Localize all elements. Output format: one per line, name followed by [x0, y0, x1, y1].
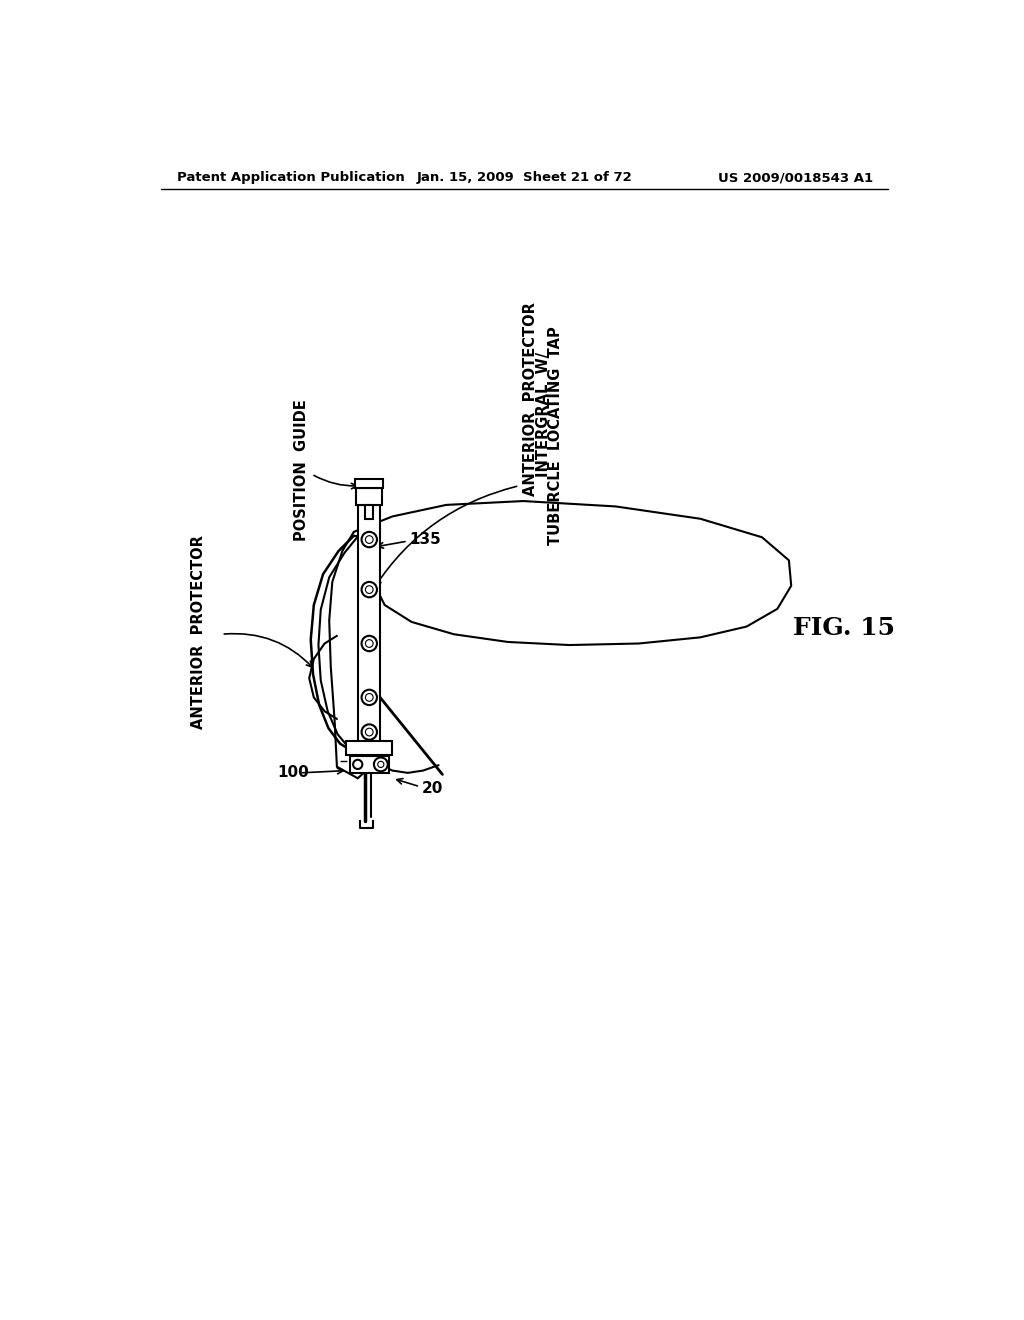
Text: TUBERCLE  LOCATING  TAP: TUBERCLE LOCATING TAP: [548, 326, 563, 545]
Circle shape: [361, 636, 377, 651]
Bar: [356, 488, 382, 506]
Text: ANTERIOR  PROTECTOR: ANTERIOR PROTECTOR: [190, 535, 206, 729]
Circle shape: [361, 532, 377, 548]
Circle shape: [366, 693, 373, 701]
Bar: [346, 742, 392, 755]
Circle shape: [366, 536, 373, 544]
Text: 135: 135: [410, 532, 441, 546]
Text: US 2009/0018543 A1: US 2009/0018543 A1: [718, 172, 872, 185]
Circle shape: [353, 760, 362, 770]
Text: Patent Application Publication: Patent Application Publication: [177, 172, 404, 185]
Circle shape: [361, 582, 377, 598]
Circle shape: [366, 729, 373, 737]
Circle shape: [361, 689, 377, 705]
Text: 20: 20: [422, 780, 443, 796]
Circle shape: [378, 762, 384, 767]
Bar: [366, 504, 373, 519]
Circle shape: [366, 640, 373, 647]
Bar: [350, 756, 388, 774]
Circle shape: [361, 725, 377, 739]
Bar: [355, 479, 383, 488]
Text: ANTERIOR  PROTECTOR: ANTERIOR PROTECTOR: [523, 302, 539, 495]
Text: Jan. 15, 2009  Sheet 21 of 72: Jan. 15, 2009 Sheet 21 of 72: [417, 172, 633, 185]
Text: FIG. 15: FIG. 15: [793, 616, 895, 640]
Circle shape: [366, 586, 373, 594]
Text: 100: 100: [276, 766, 308, 780]
Text: INTERGRAL  W/: INTERGRAL W/: [536, 351, 551, 477]
Bar: [358, 506, 380, 751]
Circle shape: [374, 758, 388, 771]
Text: POSITION  GUIDE: POSITION GUIDE: [294, 400, 309, 541]
